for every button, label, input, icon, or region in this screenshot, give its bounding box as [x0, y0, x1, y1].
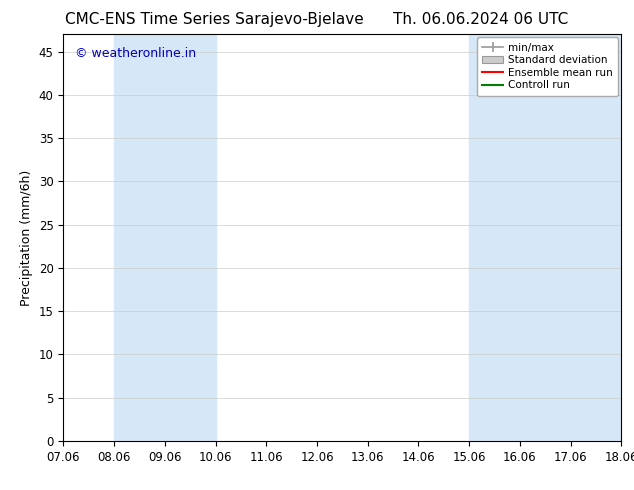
Legend: min/max, Standard deviation, Ensemble mean run, Controll run: min/max, Standard deviation, Ensemble me… — [477, 37, 618, 96]
Bar — [571, 34, 621, 441]
Bar — [469, 34, 571, 441]
Bar — [114, 34, 216, 441]
Y-axis label: Precipitation (mm/6h): Precipitation (mm/6h) — [20, 170, 33, 306]
Text: © weatheronline.in: © weatheronline.in — [75, 47, 196, 59]
Text: CMC-ENS Time Series Sarajevo-Bjelave      Th. 06.06.2024 06 UTC: CMC-ENS Time Series Sarajevo-Bjelave Th.… — [65, 12, 569, 27]
